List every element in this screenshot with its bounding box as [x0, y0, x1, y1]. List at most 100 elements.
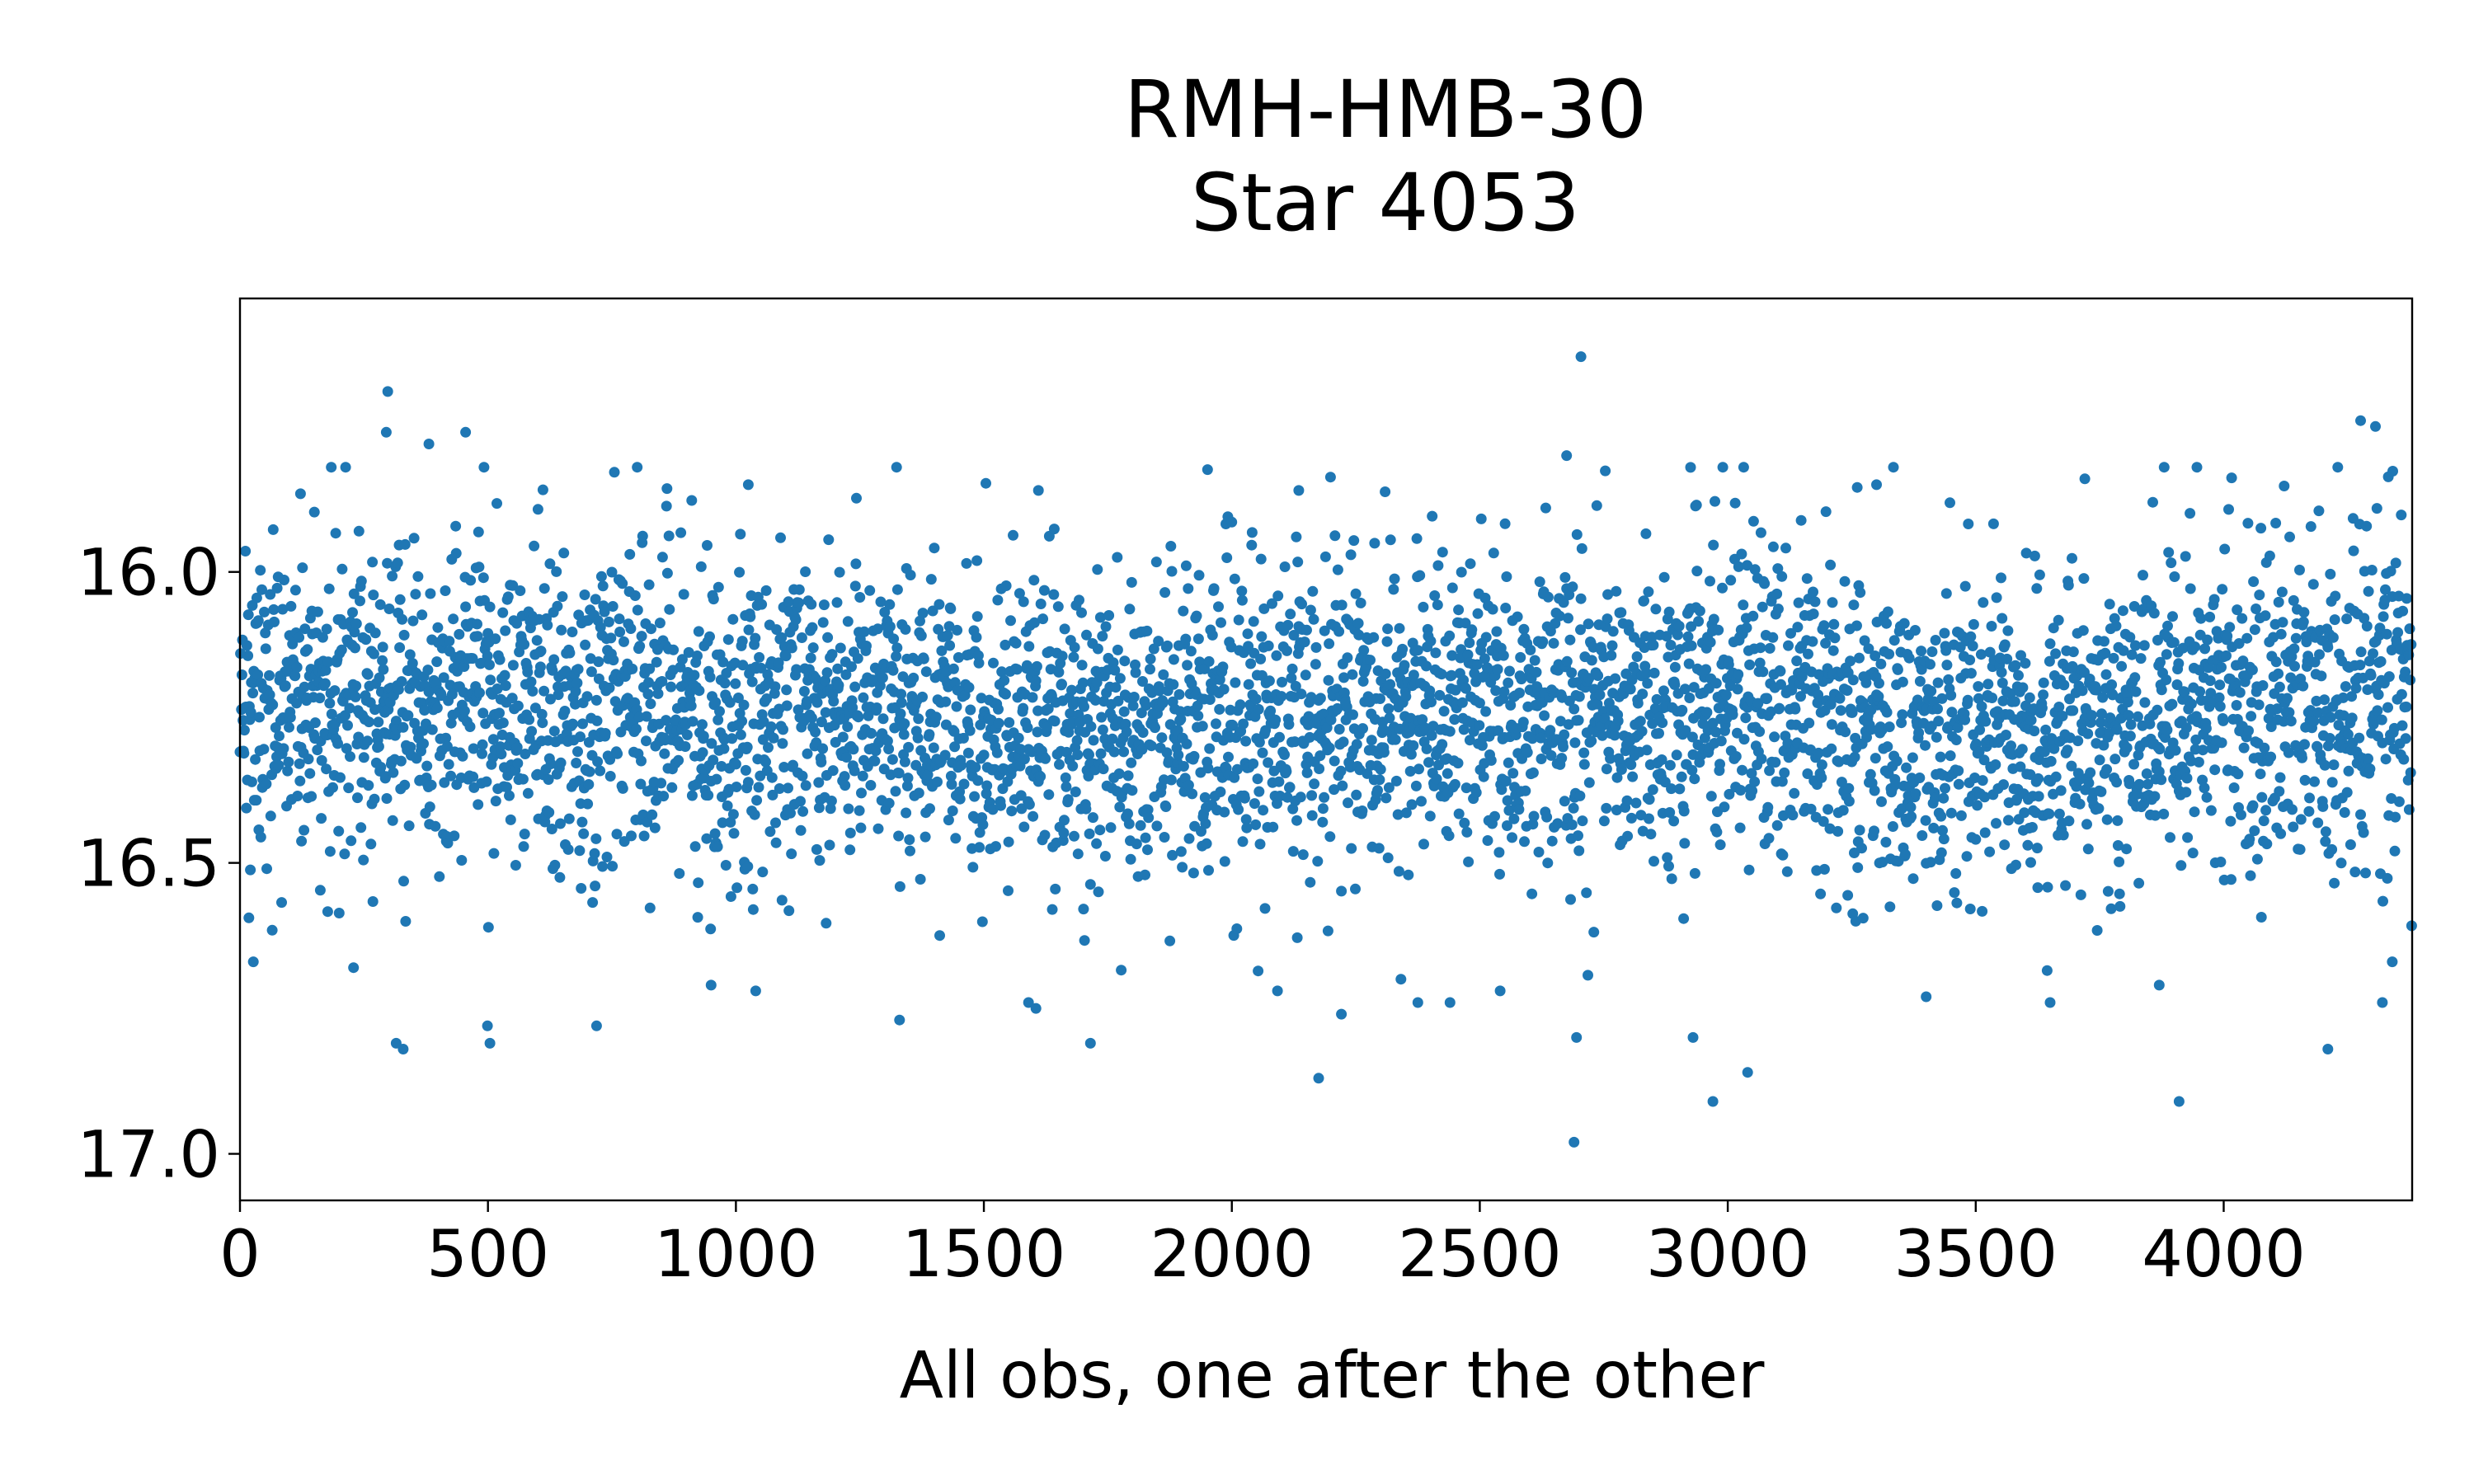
scatter-point	[1657, 717, 1668, 729]
scatter-point	[2289, 660, 2300, 672]
scatter-point	[975, 719, 986, 730]
scatter-point	[1771, 819, 1783, 831]
scatter-point	[2346, 712, 2358, 724]
scatter-point	[2189, 806, 2200, 818]
scatter-point	[1964, 655, 1976, 665]
scatter-point	[2249, 624, 2260, 636]
scatter-point	[2259, 742, 2270, 754]
scatter-point	[482, 650, 493, 662]
scatter-point	[419, 705, 430, 716]
scatter-point	[1990, 759, 2001, 770]
scatter-point	[1258, 603, 1270, 614]
scatter-point	[629, 590, 641, 601]
scatter-point	[1508, 813, 1520, 824]
scatter-point	[2398, 754, 2410, 765]
scatter-point	[1826, 743, 1837, 754]
scatter-point	[1372, 785, 1383, 796]
scatter-point	[830, 736, 841, 748]
scatter-point	[2154, 744, 2166, 755]
scatter-point	[2397, 605, 2409, 617]
scatter-point	[525, 676, 537, 688]
scatter-point	[1493, 725, 1504, 736]
scatter-point	[844, 844, 856, 856]
scatter-point	[535, 646, 547, 657]
scatter-point	[477, 572, 489, 584]
scatter-point	[2104, 599, 2115, 610]
scatter-point	[291, 661, 303, 673]
scatter-point	[1061, 781, 1072, 792]
scatter-point	[407, 615, 419, 627]
scatter-point	[1610, 673, 1621, 684]
scatter-point	[1733, 669, 1744, 680]
scatter-point	[771, 624, 783, 636]
scatter-point	[500, 625, 511, 636]
scatter-point	[689, 669, 700, 681]
chart-title: RMH-HMB-30	[1123, 63, 1648, 156]
scatter-point	[1685, 462, 1696, 473]
scatter-point	[2219, 543, 2231, 555]
scatter-point	[2020, 547, 2032, 559]
scatter-point	[1018, 702, 1029, 714]
scatter-point	[1103, 610, 1115, 621]
scatter-point	[2322, 641, 2334, 653]
scatter-point	[864, 585, 876, 596]
scatter-point	[1028, 810, 1039, 822]
scatter-point	[773, 657, 784, 669]
scatter-point	[505, 814, 516, 825]
scatter-point	[460, 426, 472, 438]
scatter-point	[421, 760, 433, 772]
scatter-point	[1112, 695, 1124, 707]
scatter-point	[2242, 518, 2254, 529]
scatter-point	[727, 613, 739, 625]
scatter-point	[1380, 792, 1392, 804]
scatter-point	[930, 711, 942, 723]
scatter-point	[2129, 640, 2141, 651]
scatter-point	[1843, 782, 1855, 794]
scatter-point	[1193, 570, 1205, 581]
scatter-point	[592, 756, 604, 768]
scatter-point	[2133, 877, 2145, 889]
scatter-point	[1494, 985, 1506, 997]
scatter-point	[607, 601, 618, 612]
scatter-point	[2110, 620, 2122, 632]
scatter-point	[2150, 810, 2161, 821]
scatter-point	[1365, 655, 1376, 666]
scatter-point	[1916, 646, 1927, 657]
scatter-point	[562, 843, 574, 855]
scatter-point	[571, 677, 583, 688]
scatter-point	[1336, 599, 1348, 611]
scatter-point	[2205, 805, 2217, 816]
scatter-point	[1283, 719, 1295, 730]
scatter-point	[1563, 719, 1574, 730]
scatter-point	[2276, 586, 2288, 598]
scatter-point	[820, 675, 831, 687]
scatter-point	[397, 721, 409, 733]
scatter-point	[1785, 627, 1796, 639]
scatter-point	[299, 824, 310, 836]
scatter-point	[345, 751, 355, 763]
scatter-point	[1000, 580, 1012, 591]
scatter-point	[1566, 667, 1578, 679]
scatter-point	[661, 500, 672, 512]
scatter-point	[999, 639, 1011, 650]
scatter-point	[2078, 573, 2090, 585]
scatter-point	[268, 603, 280, 615]
scatter-point	[1312, 856, 1324, 867]
scatter-point	[431, 656, 443, 668]
scatter-point	[770, 837, 782, 848]
scatter-point	[1552, 818, 1564, 829]
scatter-point	[746, 676, 758, 688]
scatter-point	[659, 748, 670, 759]
scatter-point	[976, 916, 988, 928]
scatter-point	[1888, 635, 1900, 646]
scatter-point	[971, 555, 983, 566]
scatter-point	[576, 816, 588, 828]
scatter-point	[1945, 497, 1955, 509]
scatter-point	[2302, 650, 2314, 662]
scatter-point	[1059, 815, 1070, 826]
scatter-point	[1110, 682, 1122, 693]
scatter-point	[1430, 647, 1442, 659]
scatter-point	[2255, 912, 2267, 923]
scatter-point	[1573, 830, 1583, 842]
scatter-point	[450, 547, 462, 559]
